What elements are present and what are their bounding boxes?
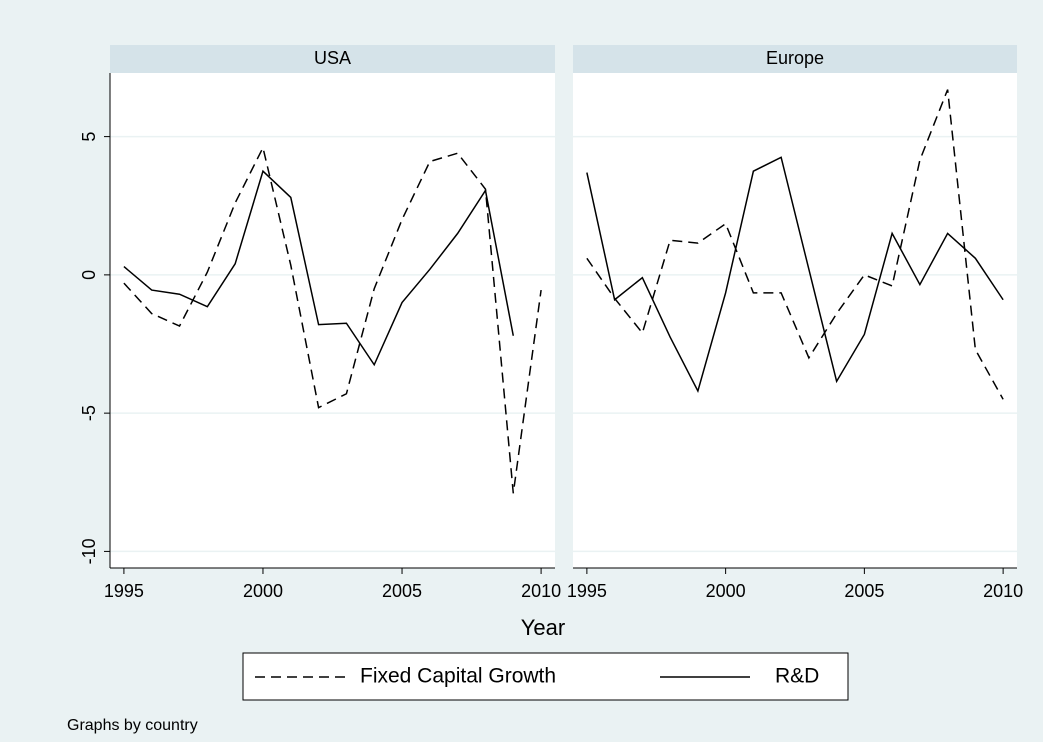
panel-title: Europe [766, 48, 824, 68]
series-line [123, 169, 515, 367]
y-tick-label: 5 [79, 132, 99, 142]
legend-label: Fixed Capital Growth [360, 665, 556, 688]
note: Graphs by country [67, 717, 198, 734]
x-tick-label: 2005 [844, 581, 884, 601]
plot-area [110, 73, 555, 568]
y-tick-label: -10 [79, 538, 99, 564]
y-tick-label: -5 [79, 405, 99, 421]
series-line [586, 89, 1004, 400]
series-line [586, 156, 1004, 394]
panel-header [110, 45, 555, 73]
panel-header [573, 45, 1017, 73]
x-axis-title: Year [521, 615, 565, 640]
series-line [123, 145, 542, 494]
x-tick-label: 2010 [983, 581, 1023, 601]
x-tick-label: 2010 [521, 581, 561, 601]
x-tick-label: 2005 [382, 581, 422, 601]
x-tick-label: 1995 [104, 581, 144, 601]
plot-area [573, 73, 1017, 568]
panel-title: USA [314, 48, 351, 68]
x-tick-label: 2000 [243, 581, 283, 601]
x-tick-label: 1995 [567, 581, 607, 601]
x-tick-label: 2000 [706, 581, 746, 601]
y-tick-label: 0 [79, 270, 99, 280]
legend-label: R&D [775, 665, 819, 688]
